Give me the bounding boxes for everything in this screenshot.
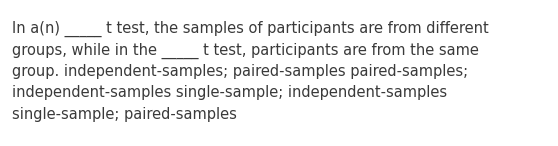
Text: independent-samples single-sample; independent-samples: independent-samples single-sample; indep… bbox=[12, 86, 447, 100]
Text: In a(n) _____ t test, the samples of participants are from different: In a(n) _____ t test, the samples of par… bbox=[12, 21, 489, 37]
Text: groups, while in the _____ t test, participants are from the same: groups, while in the _____ t test, parti… bbox=[12, 42, 479, 59]
Text: group. independent-samples; paired-samples paired-samples;: group. independent-samples; paired-sampl… bbox=[12, 64, 468, 79]
Text: single-sample; paired-samples: single-sample; paired-samples bbox=[12, 107, 237, 122]
